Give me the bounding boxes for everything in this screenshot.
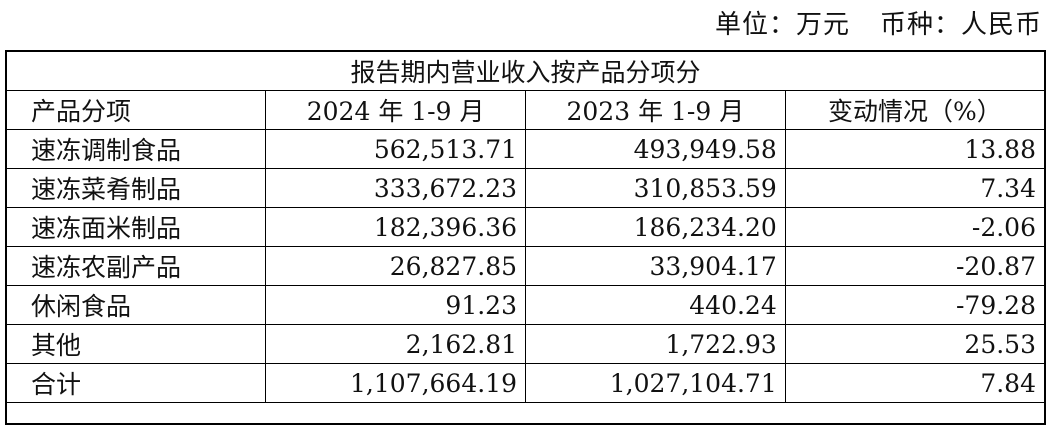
change-percent: 25.53 bbox=[784, 324, 1046, 364]
product-name: 其他 bbox=[5, 324, 267, 364]
revenue-by-product-table: 报告期内营业收入按产品分项分 产品分项 2024 年 1-9 月 2023 年 … bbox=[5, 50, 1046, 425]
table-title: 报告期内营业收入按产品分项分 bbox=[5, 50, 1046, 91]
revenue-2023: 33,904.17 bbox=[525, 246, 786, 286]
table-row: 其他 2,162.81 1,722.93 25.53 bbox=[5, 324, 1046, 364]
product-name: 速冻面米制品 bbox=[5, 207, 267, 247]
product-name: 速冻菜肴制品 bbox=[5, 168, 267, 208]
revenue-2023: 186,234.20 bbox=[525, 207, 786, 247]
header-2023: 2023 年 1-9 月 bbox=[525, 90, 786, 130]
product-name: 休闲食品 bbox=[5, 285, 267, 325]
unit-currency-note: 单位：万元 币种：人民币 bbox=[715, 4, 1042, 41]
table-title-row: 报告期内营业收入按产品分项分 bbox=[5, 50, 1046, 91]
table-row: 休闲食品 91.23 440.24 -79.28 bbox=[5, 285, 1046, 325]
table-row: 速冻调制食品 562,513.71 493,949.58 13.88 bbox=[5, 129, 1046, 169]
revenue-2024: 182,396.36 bbox=[265, 207, 526, 247]
change-percent: 7.34 bbox=[784, 168, 1046, 208]
revenue-2024: 91.23 bbox=[265, 285, 526, 325]
revenue-2023: 310,853.59 bbox=[525, 168, 786, 208]
header-change: 变动情况（%） bbox=[784, 90, 1046, 130]
revenue-2023: 1,722.93 bbox=[525, 324, 786, 364]
table-row-partial bbox=[5, 402, 1046, 424]
empty-cell bbox=[5, 402, 1046, 424]
product-name: 速冻调制食品 bbox=[5, 129, 267, 169]
product-name: 合计 bbox=[5, 363, 267, 403]
table-header-row: 产品分项 2024 年 1-9 月 2023 年 1-9 月 变动情况（%） bbox=[5, 90, 1046, 130]
product-name: 速冻农副产品 bbox=[5, 246, 267, 286]
header-2024: 2024 年 1-9 月 bbox=[265, 90, 526, 130]
revenue-2023: 1,027,104.71 bbox=[525, 363, 786, 403]
revenue-2024: 26,827.85 bbox=[265, 246, 526, 286]
revenue-2023: 440.24 bbox=[525, 285, 786, 325]
revenue-2024: 562,513.71 bbox=[265, 129, 526, 169]
revenue-2024: 333,672.23 bbox=[265, 168, 526, 208]
table-row: 速冻农副产品 26,827.85 33,904.17 -20.87 bbox=[5, 246, 1046, 286]
change-percent: -79.28 bbox=[784, 285, 1046, 325]
revenue-2024: 1,107,664.19 bbox=[265, 363, 526, 403]
change-percent: 7.84 bbox=[784, 363, 1046, 403]
currency-label: 币种：人民币 bbox=[879, 10, 1042, 40]
table-row: 速冻菜肴制品 333,672.23 310,853.59 7.34 bbox=[5, 168, 1046, 208]
table-row: 速冻面米制品 182,396.36 186,234.20 -2.06 bbox=[5, 207, 1046, 247]
table-row: 合计 1,107,664.19 1,027,104.71 7.84 bbox=[5, 363, 1046, 403]
unit-label: 单位：万元 bbox=[714, 10, 850, 40]
change-percent: 13.88 bbox=[784, 129, 1046, 169]
revenue-2024: 2,162.81 bbox=[265, 324, 526, 364]
header-product: 产品分项 bbox=[5, 90, 267, 130]
change-percent: -2.06 bbox=[784, 207, 1046, 247]
change-percent: -20.87 bbox=[784, 246, 1046, 286]
revenue-2023: 493,949.58 bbox=[525, 129, 786, 169]
